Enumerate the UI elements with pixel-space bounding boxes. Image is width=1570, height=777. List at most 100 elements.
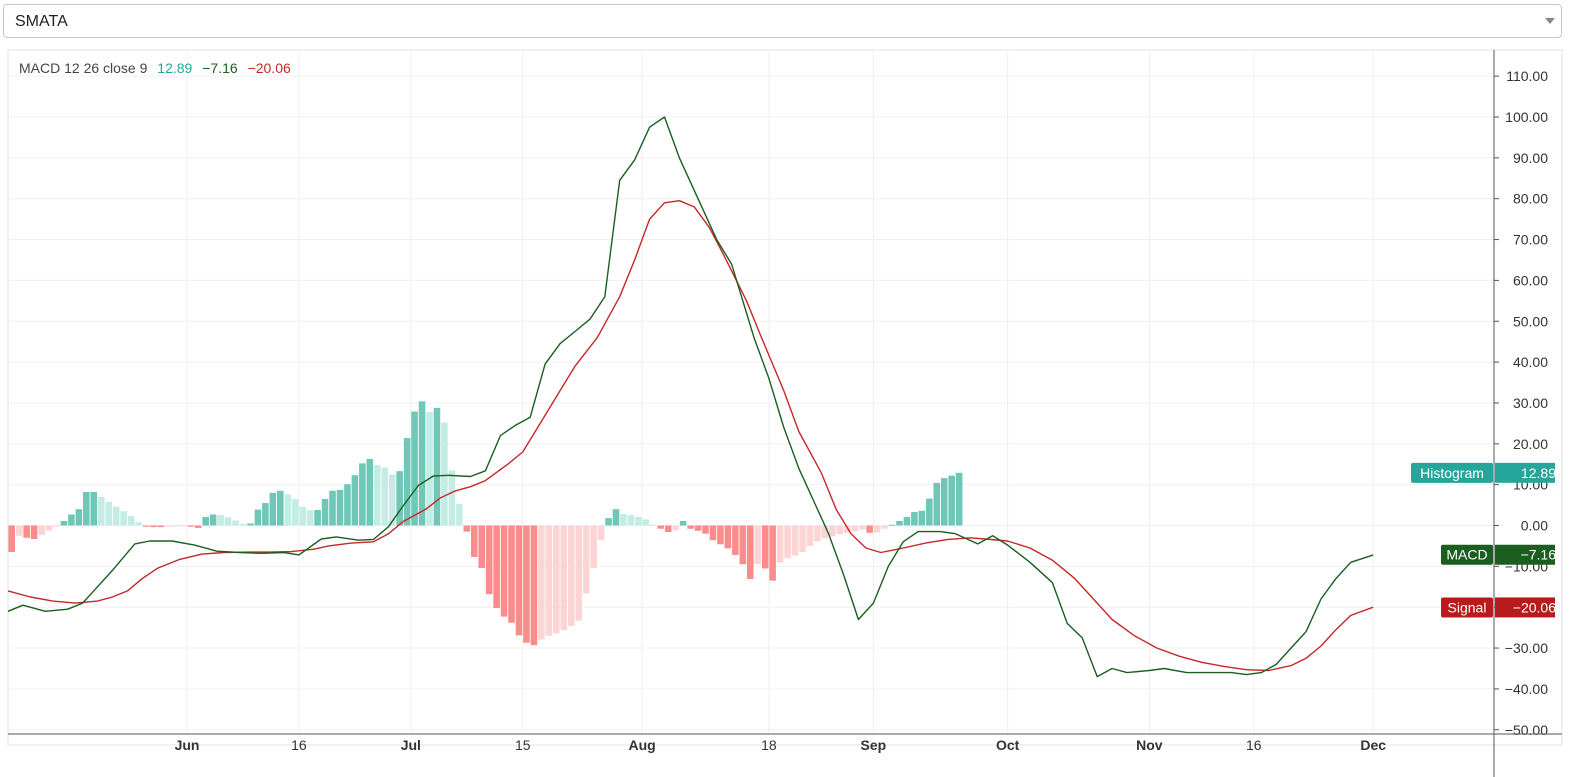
histogram-bar bbox=[403, 438, 411, 526]
chevron-down-icon[interactable] bbox=[1545, 18, 1555, 24]
histogram-bar bbox=[657, 525, 665, 529]
histogram-bar bbox=[194, 525, 202, 528]
histogram-bar bbox=[955, 472, 963, 526]
histogram-bar bbox=[433, 407, 441, 526]
histogram-bar bbox=[508, 525, 515, 623]
histogram-bar bbox=[68, 514, 75, 526]
histogram-bar bbox=[366, 458, 374, 526]
histogram-bar bbox=[851, 525, 858, 532]
chart-canvas[interactable]: 110.00 100.00 90.00 80.00 70.00 60.00 50.00 40.… bbox=[0, 44, 1570, 777]
histogram-bar bbox=[209, 514, 217, 526]
macd-line bbox=[7, 116, 1374, 678]
histogram-bar bbox=[60, 521, 68, 526]
y-tick-label: 80.00 bbox=[1513, 191, 1548, 207]
histogram-bar bbox=[15, 525, 23, 536]
histogram-bar bbox=[112, 506, 120, 526]
macd-chart[interactable]: 110.00 100.00 90.00 80.00 70.00 60.00 50.00 40.… bbox=[0, 44, 1570, 777]
histogram-bar bbox=[515, 525, 523, 636]
x-tick-label: 15 bbox=[515, 737, 531, 753]
histogram-bar bbox=[217, 514, 224, 526]
histogram-bar bbox=[582, 525, 590, 594]
histogram-bar bbox=[120, 511, 127, 526]
x-tick-label: Jun bbox=[175, 737, 200, 753]
histogram-bar bbox=[896, 521, 903, 526]
legend-histogram-value: 12.89 bbox=[157, 60, 193, 76]
x-tick-label: Jul bbox=[401, 737, 421, 753]
histogram-bar bbox=[470, 525, 478, 557]
histogram-bar bbox=[873, 525, 881, 533]
histogram-bar bbox=[493, 525, 500, 609]
histogram-bar bbox=[620, 514, 627, 526]
histogram-bar bbox=[291, 498, 299, 526]
histogram-bar bbox=[911, 512, 918, 526]
histogram-bar bbox=[605, 518, 612, 526]
y-tick-label: 30.00 bbox=[1513, 395, 1548, 411]
histogram-bar bbox=[478, 525, 485, 568]
histogram-bar bbox=[814, 525, 821, 542]
macd-tag-value-bg bbox=[1495, 544, 1555, 565]
legend-macd-value: −7.16 bbox=[202, 60, 238, 76]
histogram-bar bbox=[97, 496, 105, 526]
histogram-bar bbox=[560, 525, 568, 631]
histogram-bar bbox=[672, 525, 679, 531]
histogram-bar bbox=[761, 525, 769, 569]
histogram-bar bbox=[75, 509, 83, 526]
histogram-bar bbox=[284, 494, 292, 526]
histogram-bar bbox=[314, 509, 321, 526]
histogram-bar bbox=[724, 525, 732, 549]
histogram-bar bbox=[373, 465, 381, 526]
histogram-tag-label: Histogram bbox=[1420, 465, 1484, 481]
histogram-bar bbox=[448, 470, 456, 526]
y-tick-label: 100.00 bbox=[1505, 109, 1548, 125]
histogram-bar bbox=[463, 525, 471, 532]
y-tick-label: 20.00 bbox=[1513, 436, 1548, 452]
histogram-bar bbox=[202, 516, 209, 526]
histogram-bar bbox=[732, 525, 739, 555]
histogram-bar bbox=[866, 525, 873, 533]
histogram-bar bbox=[635, 516, 642, 526]
chart-border bbox=[7, 49, 1563, 746]
histogram-bar bbox=[247, 523, 254, 526]
indicator-legend: MACD 12 26 close 9 12.89 −7.16 −20.06 bbox=[19, 60, 297, 76]
histogram-bar bbox=[642, 519, 650, 526]
histogram-bar bbox=[329, 490, 336, 526]
histogram-bar bbox=[545, 525, 553, 636]
histogram-bar bbox=[381, 467, 389, 526]
x-tick-label: Oct bbox=[996, 737, 1020, 753]
histogram-bar bbox=[567, 525, 575, 626]
histogram-bar bbox=[858, 525, 866, 530]
histogram-bar bbox=[627, 514, 635, 526]
histogram-bar bbox=[679, 521, 687, 526]
histogram-bar bbox=[687, 525, 694, 529]
y-tick-label: −30.00 bbox=[1505, 640, 1548, 656]
y-tick-label: 40.00 bbox=[1513, 354, 1548, 370]
histogram-bar bbox=[754, 525, 762, 564]
x-tick-label: 18 bbox=[761, 737, 777, 753]
histogram-bar bbox=[799, 525, 806, 553]
histogram-bar bbox=[829, 525, 836, 537]
histogram-bar bbox=[456, 503, 463, 526]
histogram-bar bbox=[157, 525, 165, 528]
histogram-bar bbox=[23, 525, 30, 538]
histogram-bar bbox=[746, 525, 754, 580]
symbol-selector[interactable]: SMATA bbox=[3, 4, 1562, 38]
histogram-bar bbox=[500, 525, 508, 617]
signal-tag-value: −20.06 bbox=[1513, 599, 1556, 615]
histogram-bar bbox=[523, 525, 530, 643]
histogram-bar bbox=[388, 474, 396, 526]
y-tick-label: 0.00 bbox=[1521, 518, 1548, 534]
histogram-bar bbox=[411, 411, 418, 526]
histogram-bar bbox=[187, 525, 195, 527]
signal-tag-label: Signal bbox=[1448, 599, 1487, 615]
histogram-bar bbox=[650, 524, 657, 526]
histogram-bar bbox=[269, 492, 277, 526]
histogram-bar bbox=[105, 501, 112, 526]
histogram-bar bbox=[90, 492, 98, 526]
histogram-bar bbox=[344, 484, 351, 526]
price-tags: Histogram 12.89 MACD −7.16 Signal −20.06 bbox=[1411, 462, 1556, 618]
histogram-bar bbox=[776, 525, 784, 563]
y-tick-label: 70.00 bbox=[1513, 232, 1548, 248]
x-tick-label: Nov bbox=[1136, 737, 1163, 753]
histogram-bar bbox=[948, 475, 955, 526]
histogram-bar bbox=[150, 525, 157, 528]
